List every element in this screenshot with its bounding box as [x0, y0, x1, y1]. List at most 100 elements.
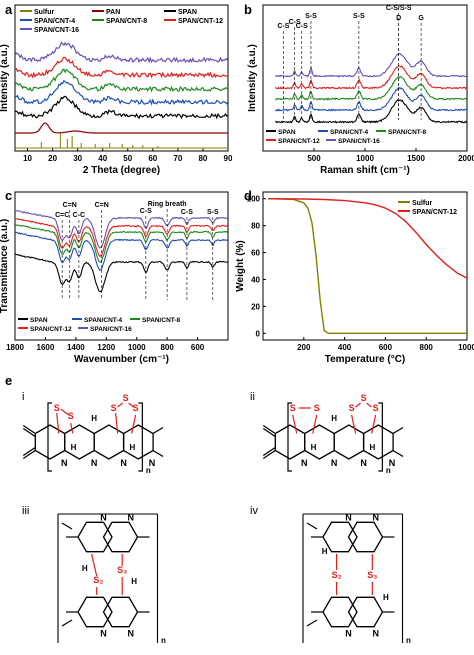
x-axis-label: Temperature (°C): [325, 354, 406, 365]
polymer-bracket: [138, 402, 143, 472]
atom-label: S: [123, 393, 129, 403]
ring-iii-b1: [77, 596, 113, 628]
atom-label: H: [130, 443, 136, 452]
x-tick-label: 1000: [128, 343, 146, 352]
bond: [117, 402, 123, 408]
bond: [91, 553, 98, 577]
polymer-bracket: [287, 402, 292, 472]
atom-label: N: [61, 458, 68, 468]
atom-label: N: [331, 458, 338, 468]
bond: [262, 449, 276, 460]
annotation-label: C-S: [289, 19, 301, 26]
annotation-label: C-S: [181, 209, 193, 216]
series-line-sulfur: [268, 198, 467, 334]
y-tick-label: 0: [256, 329, 261, 338]
series-line-span: [14, 253, 228, 293]
atom-label: S: [290, 403, 296, 413]
plot-frame: [262, 191, 468, 341]
annotation-label: S-S: [305, 13, 317, 20]
x-axis-label: Raman shift (cm⁻¹): [320, 165, 410, 176]
structure-label-ii: ii: [250, 391, 255, 403]
legend-label: Sulfur: [34, 9, 54, 16]
chart-b-raman: 500 1000 1500 2000 Raman shift (cm⁻¹) Intensi…: [247, 4, 474, 176]
annotation-label: C-S/S-S: [386, 5, 412, 12]
atom-label: H: [311, 443, 317, 452]
atom-label: n: [146, 466, 151, 475]
atom-label: N: [372, 629, 379, 639]
legend-label: SPAN: [30, 317, 48, 324]
atom-label: N: [372, 512, 379, 522]
atom-label: n: [161, 636, 166, 645]
y-axis-label: Intensity (a.u.): [247, 44, 258, 112]
bond: [292, 414, 298, 434]
annotation-label: C-S: [140, 208, 152, 215]
annotation-label: C-S: [296, 23, 308, 30]
bond: [262, 427, 276, 438]
bond: [70, 422, 74, 434]
legend-label: SPAN: [178, 9, 197, 16]
bond: [312, 414, 318, 434]
ring-iv-t1: [322, 521, 358, 553]
atom-label: S₂: [332, 570, 342, 580]
plot-frame: [14, 4, 229, 152]
bond: [262, 424, 276, 435]
annotation-label: C=N: [63, 202, 77, 209]
series-line-span-cnt-8: [275, 75, 468, 101]
atom-label: S: [361, 393, 367, 403]
series-line-span-cnt-4: [14, 231, 228, 272]
annotation-label: D: [396, 15, 401, 22]
x-tick-label: 70: [173, 154, 182, 163]
x-tick-label: 10: [23, 154, 32, 163]
x-tick-label: 200: [297, 343, 311, 352]
x-tick-label: 1600: [37, 343, 55, 352]
ring-iv-b1: [322, 596, 358, 628]
x-tick-label: 600: [379, 343, 393, 352]
y-tick-label: 100: [247, 195, 261, 204]
series-line-span-cnt-8: [14, 68, 229, 93]
atom-label: S: [349, 403, 355, 413]
series-line-span-cnt-16: [14, 209, 228, 249]
atom-label: n: [406, 636, 411, 645]
bond: [61, 619, 73, 627]
bond: [22, 424, 36, 435]
panel-label-a: a: [5, 2, 13, 17]
atom-label: N: [120, 458, 127, 468]
panel-label-b: b: [244, 2, 252, 17]
bond: [22, 449, 36, 460]
x-tick-label: 800: [160, 343, 174, 352]
bond: [351, 414, 357, 434]
x-axis-label: Wavenumber (cm⁻¹): [74, 354, 169, 365]
annotation-label: G: [418, 15, 424, 22]
atom-label: H: [370, 443, 376, 452]
annotation-label: C-C: [73, 212, 85, 219]
x-tick-label: 600: [191, 343, 205, 352]
legend-label: SPAN/CNT-16: [338, 138, 380, 145]
series-line-span-cnt-16: [275, 52, 468, 78]
atom-label: H: [71, 443, 77, 452]
series-line-span-cnt-16: [14, 41, 229, 64]
x-tick-label: 800: [420, 343, 434, 352]
atom-label: S: [133, 403, 139, 413]
bond: [22, 427, 36, 438]
ring-i-2: [93, 424, 125, 460]
series-line-span-cnt-4: [274, 86, 467, 112]
x-tick-label: 400: [338, 343, 352, 352]
atom-label: H: [383, 593, 389, 602]
legend-label: SPAN/CNT-16: [90, 326, 132, 333]
legend-label: SPAN/CNT-8: [388, 129, 427, 136]
y-axis-label: Transmittance (a.u.): [0, 219, 10, 313]
y-tick-label: 60: [251, 249, 260, 258]
x-tick-label: 1000: [458, 343, 474, 352]
bond: [392, 449, 404, 458]
bond: [128, 402, 134, 408]
series-line-sulfur: [15, 132, 228, 149]
x-tick-label: 40: [98, 154, 107, 163]
atom-label: S₃: [367, 570, 377, 580]
chart-a-xrd: 10 20 30 40 50 60 70 80 90 2 Theta (degree) Intens…: [0, 4, 233, 176]
legend-label: SPAN/CNT-12: [178, 18, 223, 25]
y-axis-label: Intensity (a.u.): [0, 44, 10, 112]
ring-iv-t2: [347, 521, 384, 553]
x-tick-label: 60: [148, 154, 157, 163]
